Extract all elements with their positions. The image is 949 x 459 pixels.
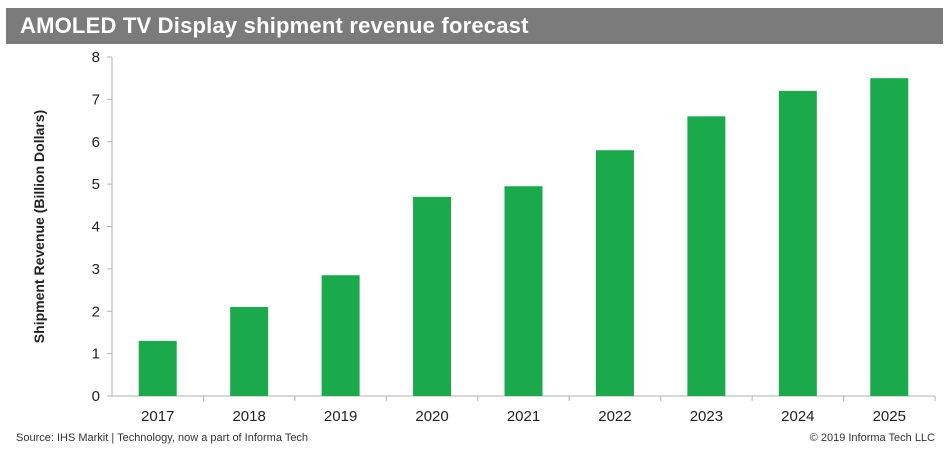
y-axis-title: Shipment Revenue (Billion Dollars) <box>31 110 47 343</box>
bar <box>504 186 543 396</box>
bar <box>138 340 177 396</box>
chart-title: AMOLED TV Display shipment revenue forec… <box>20 13 529 38</box>
bar <box>595 150 634 396</box>
x-tick-label: 2020 <box>415 408 448 425</box>
source-note: Source: IHS Markit | Technology, now a p… <box>16 432 309 444</box>
bar <box>413 196 452 396</box>
y-tick-label: 7 <box>92 91 100 108</box>
x-tick-label: 2018 <box>232 408 265 425</box>
x-tick-label: 2024 <box>781 408 814 425</box>
bar <box>321 275 360 396</box>
x-tick-label: 2025 <box>873 408 906 425</box>
y-tick-label: 5 <box>92 176 100 193</box>
y-tick-label: 0 <box>92 388 100 405</box>
x-tick-label: 2019 <box>324 408 357 425</box>
y-tick-label: 4 <box>92 219 100 236</box>
y-tick-label: 6 <box>92 134 100 151</box>
x-tick-label: 2023 <box>690 408 723 425</box>
bar <box>870 78 909 396</box>
x-tick-label: 2021 <box>507 408 540 425</box>
x-tick-label: 2017 <box>141 408 174 425</box>
y-tick-label: 2 <box>92 303 100 320</box>
bar <box>230 307 269 396</box>
x-tick-label: 2022 <box>598 408 631 425</box>
chart-title-bar: AMOLED TV Display shipment revenue forec… <box>6 8 943 44</box>
bar <box>778 90 817 397</box>
copyright-note: © 2019 Informa Tech LLC <box>809 432 935 444</box>
y-tick-label: 3 <box>92 261 100 278</box>
y-tick-label: 1 <box>92 346 100 363</box>
bar <box>687 116 726 396</box>
y-tick-label: 8 <box>92 49 100 66</box>
